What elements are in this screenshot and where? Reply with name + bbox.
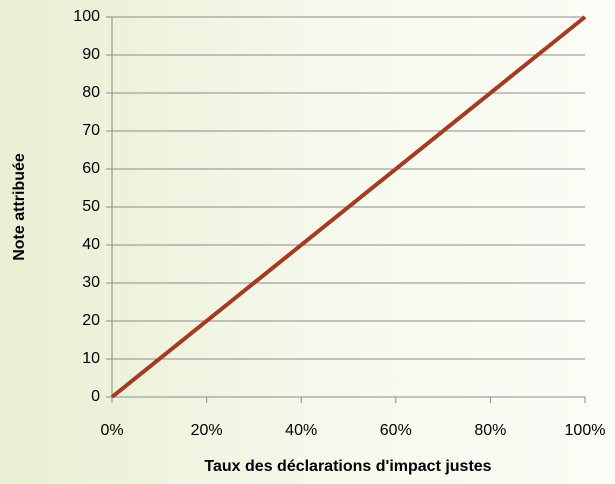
- y-axis-title: Note attribuée: [11, 153, 28, 261]
- y-tick-label: 90: [82, 46, 100, 63]
- x-tick-label: 60%: [380, 422, 412, 439]
- x-tick-label: 100%: [565, 422, 606, 439]
- y-tick-label: 10: [82, 350, 100, 367]
- x-axis-title: Taux des déclarations d'impact justes: [204, 458, 491, 475]
- y-tick-label: 70: [82, 122, 100, 139]
- y-tick-label: 80: [82, 84, 100, 101]
- x-tick-label: 20%: [191, 422, 223, 439]
- x-tick-label: 40%: [285, 422, 317, 439]
- y-tick-label: 100: [73, 8, 100, 25]
- line: [110, 15, 587, 399]
- y-tick-label: 0: [91, 388, 100, 405]
- y-tick-label: 20: [82, 312, 100, 329]
- x-tick-label: 80%: [474, 422, 506, 439]
- x-tick-label: 0%: [100, 422, 123, 439]
- y-tick-label: 30: [82, 274, 100, 291]
- y-tick-label: 60: [82, 160, 100, 177]
- y-tick-label: 40: [82, 236, 100, 253]
- y-tick-label: 50: [82, 198, 100, 215]
